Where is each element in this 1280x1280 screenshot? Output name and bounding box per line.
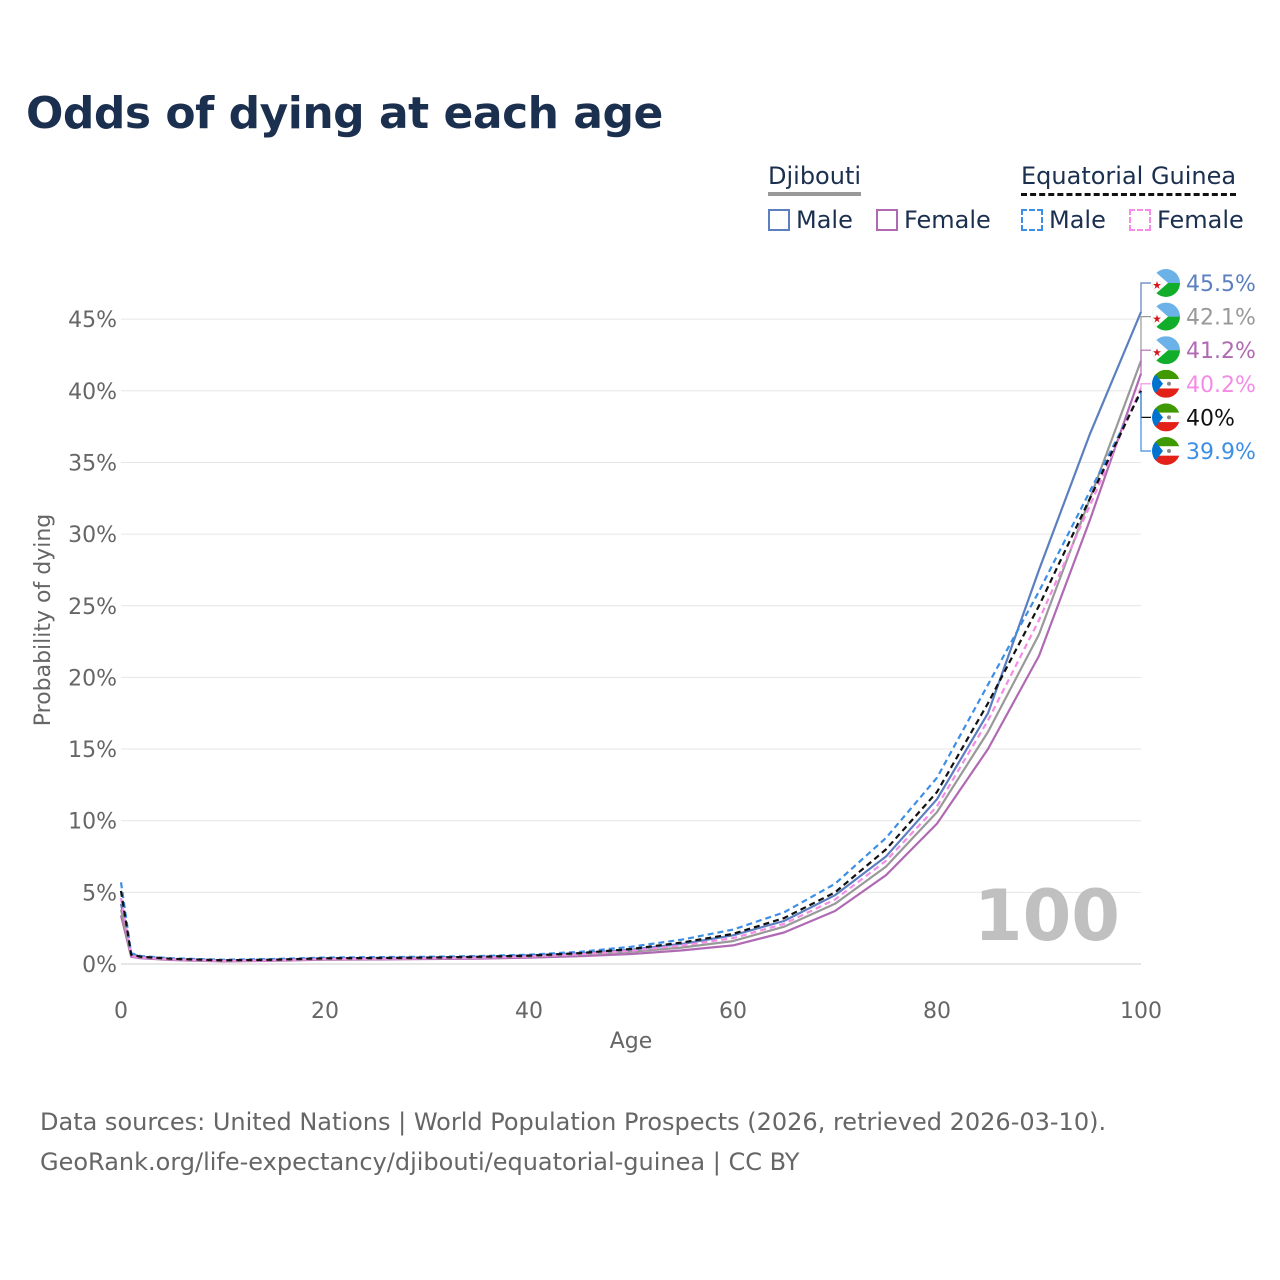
end-value-label: 40% (1186, 406, 1235, 431)
legend-djibouti-female-label: Female (904, 206, 991, 234)
series-line (119, 373, 1143, 963)
series-line (119, 387, 1143, 962)
series-line (119, 390, 1142, 962)
legend-equatorial-guinea-male[interactable]: Male (1021, 206, 1106, 234)
end-label-connector (1140, 383, 1151, 388)
x-tick-label: 100 (1120, 999, 1162, 1024)
footer-sources: Data sources: United Nations | World Pop… (40, 1108, 1107, 1136)
x-axis-label: Age (610, 1029, 653, 1054)
y-tick-label: 20% (68, 666, 117, 691)
end-labels: 45.5% 42.1% 41.2% 40.2% 40% 39.9% (1140, 269, 1256, 465)
end-label-connector (1140, 316, 1151, 361)
y-tick-label: 30% (68, 523, 117, 548)
series-line (119, 391, 1142, 961)
x-tick-label: 80 (923, 999, 951, 1024)
end-label-connector (1140, 392, 1151, 452)
x-tick-label: 20 (311, 999, 339, 1024)
y-tick-label: 10% (68, 810, 117, 835)
legend-djibouti-underline (768, 192, 862, 196)
series-line (119, 360, 1143, 962)
legend-djibouti-label: Djibouti (768, 162, 862, 190)
legend-swatch-eg-male (1021, 209, 1043, 231)
end-value-label: 39.9% (1186, 440, 1256, 465)
flag-equatorial-guinea-icon (1152, 437, 1180, 465)
end-value-label: 40.2% (1186, 373, 1256, 398)
year-watermark: 100 (974, 875, 1120, 957)
page-title: Odds of dying at each age (26, 88, 663, 139)
flag-equatorial-guinea-icon (1152, 403, 1180, 431)
legend-djibouti-male[interactable]: Male (768, 206, 853, 234)
y-tick-label: 45% (68, 308, 117, 333)
legend-djibouti: Djibouti (768, 162, 862, 196)
flag-djibouti-icon (1152, 303, 1180, 331)
gridlines (121, 318, 1141, 965)
legend-equatorial-guinea-underline (1021, 193, 1237, 196)
flag-djibouti-icon (1152, 336, 1180, 364)
end-label-connector (1140, 390, 1151, 418)
legend-swatch-eg-female (1129, 209, 1151, 231)
legend-djibouti-female[interactable]: Female (876, 206, 991, 234)
legend-djibouti-male-label: Male (796, 206, 853, 234)
legend-equatorial-guinea: Equatorial Guinea (1021, 162, 1237, 196)
x-tick-label: 60 (719, 999, 747, 1024)
end-value-label: 42.1% (1186, 306, 1256, 331)
y-tick-label: 5% (82, 881, 117, 906)
series-lines (119, 311, 1143, 963)
legend-equatorial-guinea-female-label: Female (1157, 206, 1244, 234)
y-axis-ticks: 0% 5% 10% 15% 20% 25% 30% 35% 40% 45% (68, 308, 117, 978)
x-tick-label: 0 (114, 999, 128, 1024)
series-line (119, 311, 1143, 962)
legend-swatch-dj-male (768, 209, 790, 231)
flag-equatorial-guinea-icon (1152, 370, 1180, 398)
end-label-connector (1140, 282, 1151, 312)
legend-equatorial-guinea-male-label: Male (1049, 206, 1106, 234)
flag-djibouti-icon (1152, 269, 1180, 297)
y-tick-label: 15% (68, 738, 117, 763)
legend-equatorial-guinea-female[interactable]: Female (1129, 206, 1244, 234)
footer-link[interactable]: GeoRank.org/life-expectancy/djibouti/equ… (40, 1148, 800, 1176)
y-tick-label: 35% (68, 451, 117, 476)
y-tick-label: 0% (82, 953, 117, 978)
legend-equatorial-guinea-label: Equatorial Guinea (1021, 162, 1237, 190)
end-value-label: 41.2% (1186, 339, 1256, 364)
x-tick-label: 40 (515, 999, 543, 1024)
legend-swatch-dj-female (876, 209, 898, 231)
y-tick-label: 25% (68, 595, 117, 620)
x-axis-ticks: 0 20 40 60 80 100 (114, 999, 1162, 1024)
end-value-label: 45.5% (1186, 272, 1256, 297)
end-label-connector (1140, 349, 1151, 374)
y-tick-label: 40% (68, 380, 117, 405)
y-axis-label: Probability of dying (31, 514, 56, 727)
